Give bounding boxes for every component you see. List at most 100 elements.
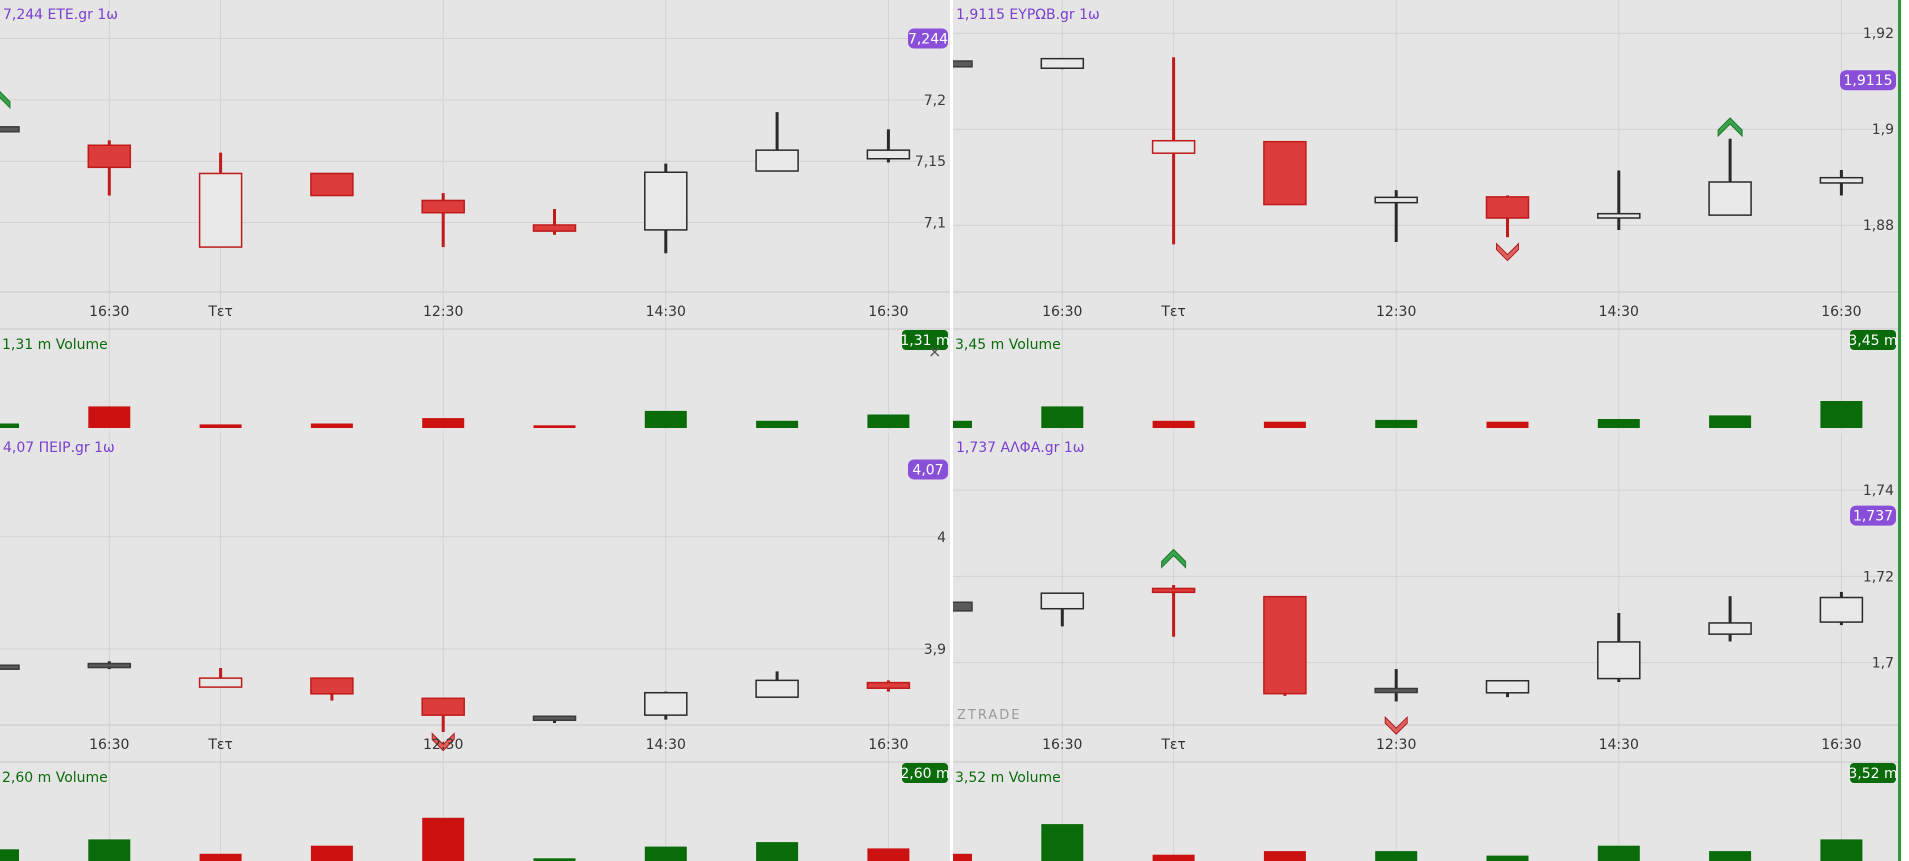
candle[interactable] [87,661,132,670]
chart-canvas[interactable]: 1,92 1,9 1,88 1,9115 16:30 Τετ 12:30 14:30 16:30… [953,0,1898,433]
candle[interactable] [198,668,243,688]
chart-canvas[interactable]: 7,257,27,157,17,24416:30Τετ12:3014:3016:… [0,0,950,433]
candle-body [1597,641,1641,680]
candle-body [1819,176,1864,184]
candle[interactable] [1597,170,1641,230]
candle-body [866,149,911,160]
candle[interactable] [87,140,132,196]
volume-bar [953,420,972,428]
candle-body [953,60,973,68]
volume-bar [199,424,242,428]
y-tick-label: 1,7 [1872,656,1894,672]
candle[interactable] [0,100,20,161]
sell-signal-icon[interactable] [1496,242,1519,262]
volume-bar [756,420,799,428]
volume-bar [1375,419,1418,428]
x-tick-label: 12:30 [423,737,463,753]
candle[interactable] [1040,592,1085,627]
y-tick-label: 1,72 [1863,569,1894,585]
candle-body [198,172,243,248]
candle-body [421,199,465,214]
x-tick-label: 16:30 [1042,304,1082,320]
y-tick-label: 1,9 [1872,122,1894,138]
volume-bar [953,853,972,861]
candle-body [866,681,911,689]
x-tick-label: 16:30 [868,737,908,753]
candle-body [1263,595,1307,695]
x-tick-label: Τετ [207,304,233,320]
chart-canvas[interactable]: 1,741,721,71,73716:30Τετ12:3014:3016:30Π… [953,433,1898,861]
candle[interactable] [1151,57,1196,245]
candle[interactable] [755,112,799,172]
candle[interactable] [644,691,688,720]
candle-body [1485,196,1530,219]
last-price-badge: 1,9115 [1840,70,1896,91]
candle[interactable] [1708,138,1752,216]
candle[interactable] [0,664,20,670]
chevron-down-icon [1384,715,1408,735]
candle[interactable] [866,680,911,692]
candle[interactable] [310,172,354,197]
volume-bar [1709,851,1752,861]
buy-signal-icon[interactable] [1161,548,1187,569]
candle[interactable] [310,677,354,701]
candle[interactable] [1040,57,1085,70]
candle[interactable] [644,163,688,254]
volume-bar [1486,855,1529,861]
candle-body [644,691,688,716]
candle-body [644,171,688,231]
candle[interactable] [421,193,465,248]
chart-canvas[interactable]: 43,94,0716:30Τετ12:3014:3016:30Πεμ12:301… [0,433,950,861]
candle[interactable] [532,209,577,235]
volume-bar [644,410,687,428]
candle-body [1708,181,1752,216]
candle[interactable] [198,152,243,248]
candle[interactable] [953,53,973,81]
chart-title: 7,244 ETE.gr 1ω [3,7,118,23]
candle[interactable] [1819,591,1864,626]
candle[interactable] [1263,140,1307,206]
last-price-label: 7,244 [908,32,948,48]
stock-chart-panel[interactable]: 7,257,27,157,17,24416:30Τετ12:3014:3016:… [0,0,950,433]
buy-signal-icon[interactable] [1717,117,1743,138]
stock-chart-panel[interactable]: 1,741,721,71,73716:30Τετ12:3014:3016:30Π… [953,433,1898,861]
chevron-down-icon [1496,242,1519,262]
candle[interactable] [532,715,577,723]
candle[interactable] [1597,613,1641,683]
buy-signal-icon[interactable] [0,90,11,109]
candle[interactable] [421,697,465,732]
candle[interactable] [1374,669,1418,702]
candle[interactable] [755,671,799,698]
y-tick-label: 7,1 [924,216,946,232]
candle[interactable] [1708,596,1752,642]
candle[interactable] [1819,170,1864,196]
sell-signal-icon[interactable] [1384,715,1408,735]
volume-badge-bg [1850,763,1896,783]
chevron-up-icon [1717,117,1743,138]
candle[interactable] [1374,190,1418,242]
candle[interactable] [953,594,973,624]
sell-signal-icon[interactable] [431,732,455,752]
candle-body [87,662,132,669]
candle[interactable] [1485,195,1530,238]
volume-bar [0,849,19,861]
candle[interactable] [1151,585,1196,637]
volume-bar [1597,845,1640,861]
volume-bar [310,845,353,861]
chart-title: 1,9115 ΕΥΡΩΒ.gr 1ω [956,7,1100,23]
close-icon[interactable]: × [928,342,941,361]
stock-chart-panel[interactable]: 43,94,0716:30Τετ12:3014:3016:30Πεμ12:301… [0,433,950,861]
x-tick-label: Τετ [207,737,233,753]
last-price-badge-bg [1840,70,1896,91]
candle-body [1485,679,1530,694]
candle-body [310,172,354,197]
candle[interactable] [1485,679,1530,698]
volume-bar [422,817,465,861]
x-tick-label: 12:30 [1376,737,1416,753]
stock-chart-panel[interactable]: 1,92 1,9 1,88 1,9115 16:30 Τετ 12:30 14:30 16:30… [953,0,1898,433]
candle-body [0,126,20,133]
candle[interactable] [866,129,911,163]
last-price-label: 4,07 [912,462,943,478]
candle[interactable] [1263,595,1307,696]
volume-bar [88,406,131,428]
